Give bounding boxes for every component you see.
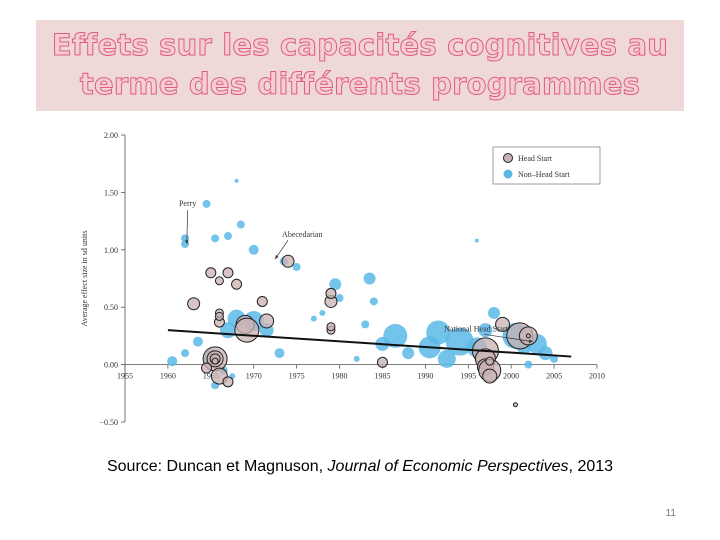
legend-marker-head-start <box>503 153 513 163</box>
head-start-point <box>231 278 243 290</box>
non-head-start-point <box>335 294 344 303</box>
head-start-point <box>222 267 234 279</box>
x-tick-label: 1980 <box>332 372 348 381</box>
annotation-arrowhead <box>275 255 279 259</box>
x-tick-label: 1985 <box>374 372 390 381</box>
head-start-point <box>259 313 275 329</box>
head-start-point <box>214 311 224 321</box>
non-head-start-point <box>524 360 533 369</box>
non-head-start-point <box>167 356 178 367</box>
annotation-arrow <box>484 333 533 342</box>
non-head-start-point <box>353 355 360 362</box>
annotation-label: Abecedarian <box>282 230 322 239</box>
non-head-start-point <box>474 238 479 243</box>
trend-line <box>167 329 572 358</box>
non-head-start-point <box>223 232 232 241</box>
non-head-start-point <box>211 234 220 243</box>
legend-label: Head Start <box>518 154 553 163</box>
head-start-point <box>187 297 201 311</box>
y-tick-label: −0.50 <box>99 418 118 427</box>
annotation-arrowhead <box>185 240 189 245</box>
head-start-point <box>222 376 234 388</box>
x-tick-label: 1955 <box>117 372 133 381</box>
non-head-start-point <box>369 297 378 306</box>
head-start-point <box>234 317 260 343</box>
head-start-point <box>485 356 495 366</box>
scatter-chart: 2.00 1.50 1.00 0.50 0.00 −0.50 1955 1960 1965 197… <box>80 131 605 427</box>
non-head-start-point <box>234 178 239 183</box>
non-head-start-point <box>383 323 408 348</box>
non-head-start-point <box>478 323 493 338</box>
x-tick-label: 2000 <box>503 372 519 381</box>
legend-label: Non–Head Start <box>518 170 571 179</box>
x-tick-label: 1975 <box>289 372 305 381</box>
head-start-point <box>525 333 531 339</box>
x-tick-label: 1995 <box>460 372 476 381</box>
head-start-point <box>214 276 224 286</box>
page-number: 11 <box>665 508 676 519</box>
non-head-start-point <box>402 347 415 360</box>
x-tick-label: 1965 <box>203 372 219 381</box>
legend: Head Start Non–Head Start <box>492 146 601 185</box>
source-journal: Journal of Economic Perspectives <box>327 458 569 475</box>
annotations: Perry Abecedarian National Head Start <box>179 199 533 343</box>
source-prefix: Source: Duncan et Magnuson, <box>106 458 328 475</box>
y-tick-label: 0.00 <box>104 361 118 370</box>
non-head-start-point <box>192 336 203 347</box>
non-head-start-point <box>319 309 326 316</box>
non-head-start-point <box>248 244 259 255</box>
non-head-start-point <box>488 306 501 319</box>
non-head-start-point <box>538 346 553 361</box>
annotation-arrow <box>186 210 188 245</box>
non-head-start-point <box>181 349 190 358</box>
non-head-start-point <box>363 272 376 285</box>
x-tick-label: 2005 <box>546 372 562 381</box>
head-start-point <box>325 287 337 299</box>
x-tick-label: 1960 <box>160 372 176 381</box>
x-tick-label: 1990 <box>417 372 433 381</box>
source-suffix: , 2013 <box>568 458 614 475</box>
head-start-point <box>482 368 498 384</box>
non-head-start-point <box>202 199 211 208</box>
annotation-arrowhead <box>528 339 533 343</box>
y-tick-label: 1.50 <box>104 188 118 197</box>
head-start-point <box>512 402 518 408</box>
non-head-start-point <box>361 320 370 329</box>
head-start-point <box>326 322 336 332</box>
y-axis-label: Average effect size in sd units <box>80 231 89 327</box>
non-head-start-point <box>550 354 559 363</box>
x-tick-label: 2010 <box>589 372 605 381</box>
non-head-start-point <box>437 349 456 368</box>
non-head-start-point <box>310 315 317 322</box>
y-tick-label: 0.50 <box>104 303 118 312</box>
y-tick-label: 2.00 <box>104 131 118 140</box>
legend-box <box>492 146 601 185</box>
head-start-point <box>211 357 219 365</box>
data-points <box>167 178 559 408</box>
head-start-point <box>281 254 295 268</box>
y-tick-label: 1.00 <box>104 246 118 255</box>
axes: 2.00 1.50 1.00 0.50 0.00 −0.50 1955 1960 1965 197… <box>80 131 605 427</box>
non-head-start-point <box>329 278 342 291</box>
x-tick-label: 1970 <box>246 372 262 381</box>
slide-title-line-2: terme des différents programmes <box>79 67 641 102</box>
annotation-label: National Head Start <box>444 324 508 333</box>
annotation-arrow <box>274 239 289 260</box>
legend-marker-non-head-start <box>503 169 513 179</box>
non-head-start-point <box>274 348 285 359</box>
trend-line-group <box>167 329 572 358</box>
non-head-start-point <box>292 263 301 272</box>
head-start-point <box>495 316 511 332</box>
head-start-point <box>201 362 213 374</box>
head-start-point <box>256 295 268 307</box>
annotation-label: Perry <box>179 199 196 208</box>
head-start-point <box>376 356 388 368</box>
non-head-start-point <box>236 220 245 229</box>
title-banner: Effets sur les capacités cognitives au t… <box>36 20 684 111</box>
head-start-point <box>205 267 217 279</box>
non-head-start-point <box>426 320 451 345</box>
source-citation: Source: Duncan et Magnuson, Journal of E… <box>0 458 720 476</box>
slide-title-line-1: Effets sur les capacités cognitives au <box>51 28 669 63</box>
